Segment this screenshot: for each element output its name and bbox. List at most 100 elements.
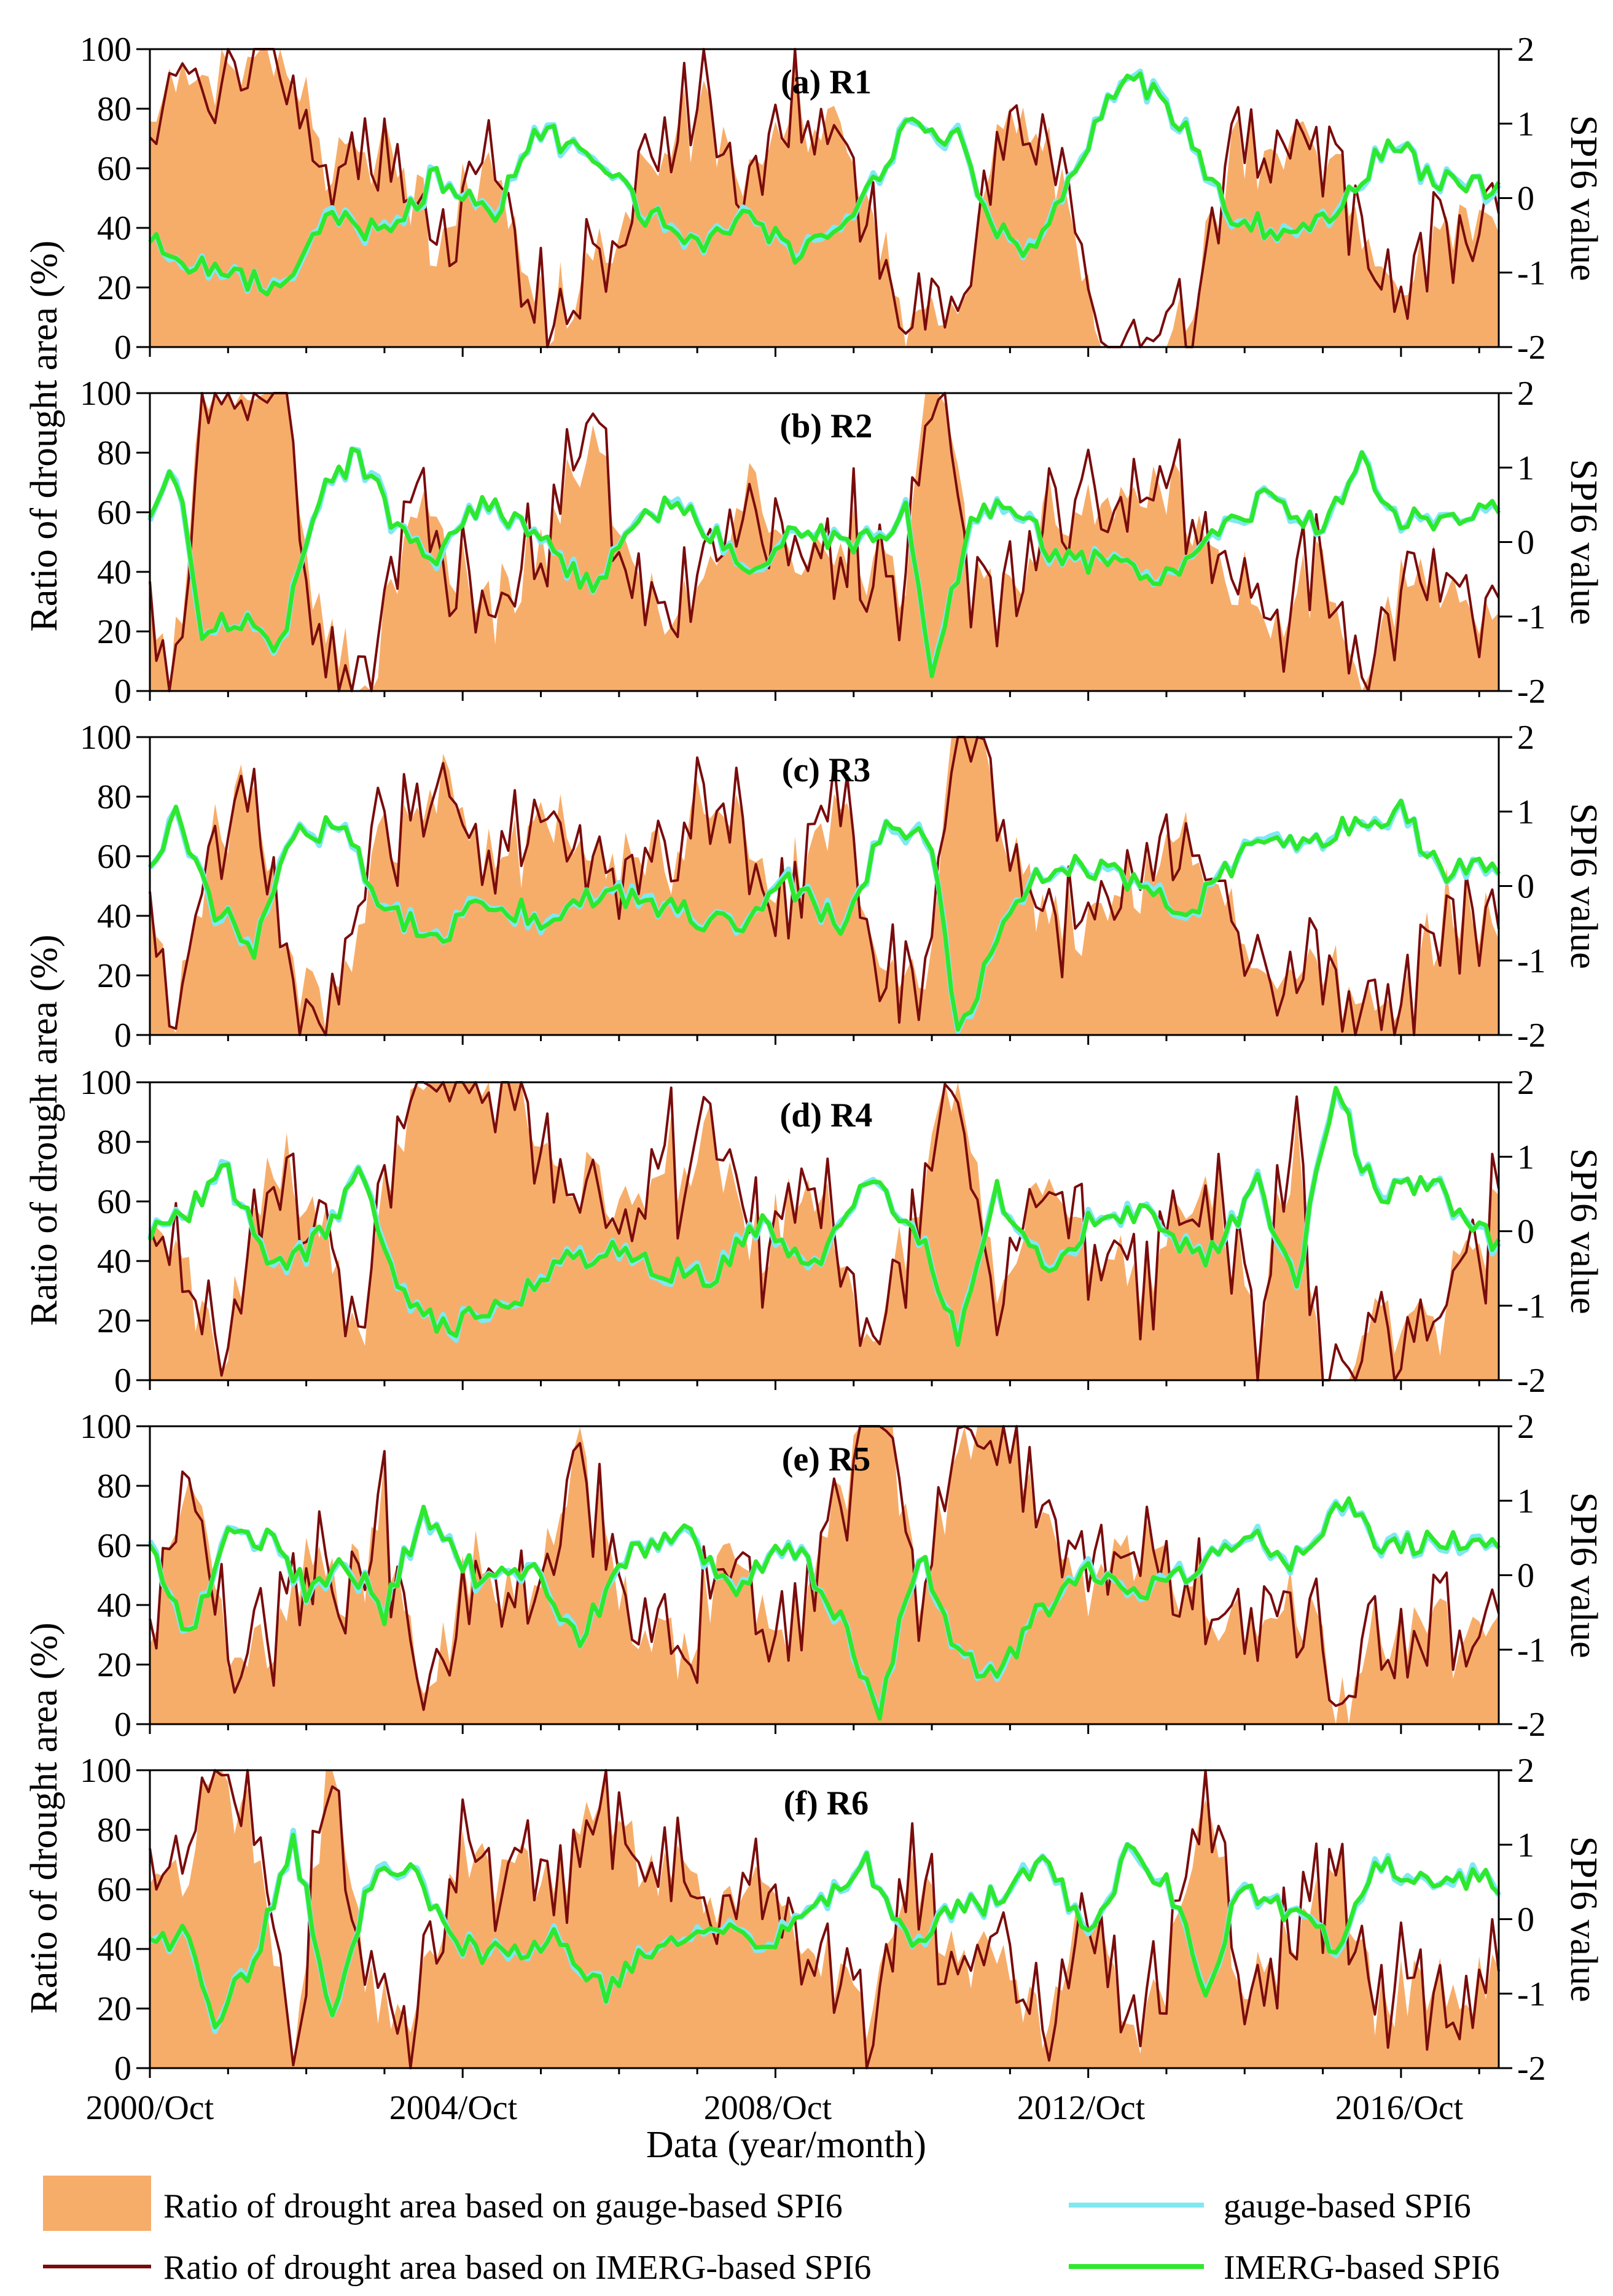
y-tick-label-left: 60 xyxy=(97,838,131,876)
y-tick-label-left: 80 xyxy=(97,1123,131,1162)
y-tick-label-left: 60 xyxy=(97,150,131,188)
y-tick-label-right: 1 xyxy=(1517,1826,1534,1864)
y-tick-label-left: 0 xyxy=(114,2050,131,2088)
x-tick-label-4: 2016/Oct xyxy=(1335,2089,1464,2127)
y-tick-label-left: 100 xyxy=(80,1408,131,1446)
y-tick-label-right: 0 xyxy=(1517,1901,1534,1939)
panel-3: 0 20 40 60 80 100 -2 -1 0 1 2 SPI6 value (c) R3 xyxy=(80,719,1604,1055)
y-tick-label-left: 0 xyxy=(114,1706,131,1744)
spi-imerg-line xyxy=(148,799,1501,1032)
y-tick-label-right: -2 xyxy=(1517,1017,1546,1055)
area-gauge-fill xyxy=(150,1082,1499,1380)
y-tick-label-right: -2 xyxy=(1517,329,1546,367)
y-tick-label-left: 60 xyxy=(97,1527,131,1565)
x-tick-label-3: 2012/Oct xyxy=(1017,2089,1146,2127)
legend-label-area-imerg: Ratio of drought area based on IMERG-bas… xyxy=(163,2249,871,2287)
y-tick-label-left: 80 xyxy=(97,778,131,816)
y-tick-label-left: 40 xyxy=(97,553,131,592)
y-tick-label-left: 40 xyxy=(97,1243,131,1281)
y-tick-label-right: 1 xyxy=(1517,1138,1534,1176)
y-tick-label-right: 0 xyxy=(1517,524,1534,562)
legend-label-spi-imerg: IMERG-based SPI6 xyxy=(1224,2249,1500,2287)
panel-5: 0 20 40 60 80 100 -2 -1 0 1 2 SPI6 value (e) R5 xyxy=(80,1408,1604,1744)
y-tick-label-right: 2 xyxy=(1517,1064,1534,1102)
y-tick-label-right: 0 xyxy=(1517,180,1534,218)
panel-title: (a) R1 xyxy=(781,63,872,101)
y-tick-label-left: 20 xyxy=(97,1646,131,1684)
y-tick-label-right: 2 xyxy=(1517,375,1534,413)
panel-2: 0 20 40 60 80 100 -2 -1 0 1 2 SPI6 value (b) R2 xyxy=(80,375,1604,711)
area-imerg-line xyxy=(149,48,1500,348)
legend: Ratio of drought area based on gauge-bas… xyxy=(43,2176,1500,2287)
y-axis-title-right: SPI6 value xyxy=(1563,1492,1604,1658)
y-tick-label-left: 80 xyxy=(97,1811,131,1849)
panel-1: 0 20 40 60 80 100 -2 -1 0 1 2 SPI6 value (a) R1 xyxy=(80,31,1604,367)
y-tick-label-right: 1 xyxy=(1517,1482,1534,1520)
panel-6: 0 20 40 60 80 100 -2 -1 0 1 2 SPI6 value (f) R6 xyxy=(80,1752,1604,2088)
y-tick-label-right: 2 xyxy=(1517,719,1534,757)
y-tick-label-left: 40 xyxy=(97,1587,131,1625)
area-gauge-fill xyxy=(150,1770,1499,2068)
x-tick-label-1: 2004/Oct xyxy=(389,2089,518,2127)
y-tick-label-left: 20 xyxy=(97,613,131,651)
area-imerg-line xyxy=(149,1425,1500,1711)
y-tick-label-left: 100 xyxy=(80,719,131,757)
y-tick-label-left: 100 xyxy=(80,1752,131,1790)
y-axis-title-right: SPI6 value xyxy=(1563,115,1604,281)
y-tick-label-left: 100 xyxy=(80,1064,131,1102)
y-axis-title-left-top: Ratio of drought area (%) xyxy=(23,241,65,632)
panel-title: (c) R3 xyxy=(782,751,871,789)
y-tick-label-right: -2 xyxy=(1517,1706,1546,1744)
panel-4: 0 20 40 60 80 100 -2 -1 0 1 2 SPI6 value (d) R4 xyxy=(80,1064,1604,1400)
y-axis-title-right: SPI6 value xyxy=(1563,1148,1604,1314)
y-tick-label-left: 20 xyxy=(97,1302,131,1340)
y-tick-label-right: 2 xyxy=(1517,31,1534,69)
y-tick-label-left: 100 xyxy=(80,31,131,69)
spi-imerg-line xyxy=(148,71,1501,297)
y-tick-label-left: 20 xyxy=(97,957,131,995)
spi-imerg-line xyxy=(147,1085,1501,1347)
y-tick-label-right: -2 xyxy=(1517,1362,1546,1400)
y-tick-label-right: -1 xyxy=(1517,1975,1546,2013)
area-gauge-fill xyxy=(150,49,1499,347)
y-tick-label-right: 1 xyxy=(1517,793,1534,831)
area-gauge-fill xyxy=(150,393,1499,691)
y-tick-label-left: 60 xyxy=(97,1871,131,1909)
panel-title: (e) R5 xyxy=(782,1440,871,1478)
area-gauge-fill xyxy=(150,1426,1499,1724)
y-axis-title-right: SPI6 value xyxy=(1563,1836,1604,2002)
y-tick-label-right: -1 xyxy=(1517,1287,1546,1326)
panel-title: (d) R4 xyxy=(780,1096,873,1134)
y-tick-label-right: 2 xyxy=(1517,1752,1534,1790)
y-tick-label-left: 20 xyxy=(97,269,131,307)
y-tick-label-left: 80 xyxy=(97,90,131,128)
y-tick-label-left: 80 xyxy=(97,434,131,472)
area-imerg-line xyxy=(149,736,1500,1036)
spi-imerg-line xyxy=(147,447,1501,679)
x-tick-label-2: 2008/Oct xyxy=(704,2089,832,2127)
y-tick-label-left: 40 xyxy=(97,209,131,248)
y-tick-label-left: 40 xyxy=(97,1931,131,1969)
y-tick-label-right: 0 xyxy=(1517,868,1534,906)
y-tick-label-right: -2 xyxy=(1517,673,1546,711)
y-tick-label-left: 0 xyxy=(114,329,131,367)
legend-label-spi-gauge: gauge-based SPI6 xyxy=(1224,2187,1471,2225)
panel-title: (f) R6 xyxy=(784,1784,869,1822)
spi-imerg-line xyxy=(148,1496,1501,1721)
area-gauge-fill xyxy=(150,737,1499,1035)
y-tick-label-right: 1 xyxy=(1517,449,1534,487)
y-tick-label-right: -1 xyxy=(1517,254,1546,292)
y-tick-label-left: 80 xyxy=(97,1467,131,1505)
x-axis-ticks: 2000/Oct 2004/Oct 2008/Oct 2012/Oct 2016… xyxy=(86,2089,1464,2127)
area-imerg-line xyxy=(149,1081,1500,1381)
spi-imerg-line xyxy=(149,1832,1501,2029)
legend-label-area-gauge: Ratio of drought area based on gauge-bas… xyxy=(163,2187,843,2225)
y-tick-label-right: -1 xyxy=(1517,1631,1546,1669)
y-tick-label-left: 0 xyxy=(114,1362,131,1400)
y-tick-label-left: 60 xyxy=(97,1183,131,1221)
y-tick-label-right: 0 xyxy=(1517,1557,1534,1595)
y-axis-title-left-bottom: Ratio of drought area (%) xyxy=(23,1623,65,2014)
x-axis-title: Data (year/month) xyxy=(646,2124,926,2166)
